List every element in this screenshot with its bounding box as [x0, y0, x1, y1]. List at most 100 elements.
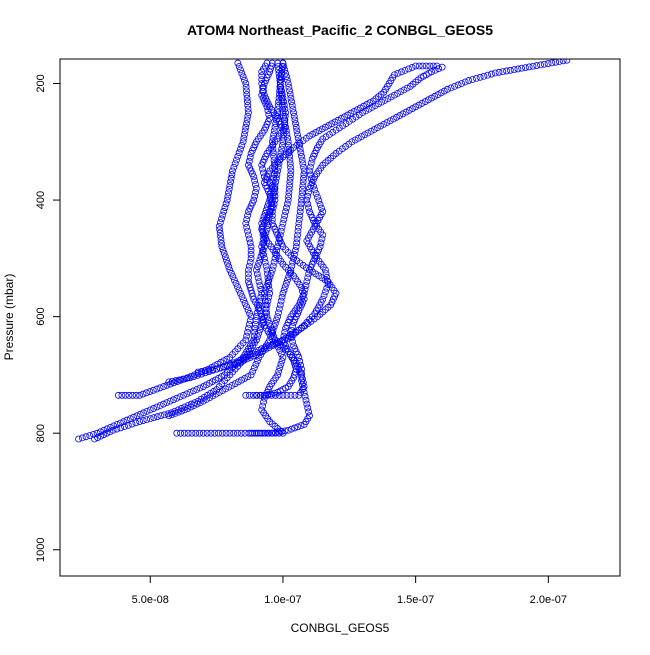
data-point	[217, 236, 225, 244]
y-tick-label: 800	[35, 424, 47, 442]
data-point	[275, 428, 283, 436]
data-point	[183, 390, 191, 398]
data-point	[123, 416, 131, 424]
data-point	[451, 82, 458, 90]
data-point	[252, 181, 259, 188]
data-point	[258, 243, 266, 251]
data-point	[170, 379, 178, 387]
series-9	[247, 62, 441, 437]
data-point	[269, 326, 277, 334]
data-point	[424, 96, 432, 104]
data-point	[250, 196, 258, 204]
data-point	[260, 254, 268, 262]
data-point	[284, 276, 291, 284]
data-point	[225, 189, 232, 197]
data-point	[277, 91, 285, 98]
data-point	[281, 328, 289, 336]
data-point	[364, 129, 372, 137]
data-point	[247, 243, 255, 251]
data-point	[283, 391, 291, 399]
data-point	[260, 251, 267, 258]
data-point	[86, 432, 94, 439]
data-point	[277, 361, 285, 368]
data-point	[120, 418, 128, 425]
data-point	[273, 247, 281, 254]
data-point	[280, 63, 288, 70]
data-point	[222, 429, 230, 437]
data-point	[183, 375, 190, 382]
data-point	[270, 185, 278, 193]
data-point	[260, 391, 268, 399]
data-point	[253, 270, 261, 278]
data-point	[278, 357, 286, 365]
data-point	[229, 273, 237, 281]
data-point	[163, 381, 171, 389]
data-point	[230, 163, 238, 171]
data-point	[242, 80, 250, 87]
data-point	[228, 171, 236, 178]
x-tick-label: 5.0e-08	[132, 594, 169, 606]
data-point	[244, 98, 251, 106]
data-point	[321, 288, 329, 296]
data-point	[286, 87, 293, 95]
data-point	[271, 123, 279, 131]
data-point	[240, 356, 248, 364]
data-point	[270, 152, 278, 160]
data-point	[283, 73, 290, 81]
data-point	[284, 80, 292, 87]
data-point	[239, 138, 247, 146]
data-point	[302, 282, 310, 289]
data-point	[283, 200, 291, 208]
data-point	[495, 68, 503, 76]
data-point	[276, 80, 284, 87]
data-point	[306, 132, 313, 140]
data-point	[401, 66, 409, 74]
data-point	[281, 112, 289, 120]
data-point	[149, 386, 157, 394]
data-point	[270, 127, 278, 135]
data-point	[244, 101, 252, 109]
data-point	[238, 293, 246, 301]
data-point	[244, 373, 252, 381]
data-point	[387, 93, 395, 101]
data-point	[279, 138, 287, 146]
data-point	[476, 73, 484, 81]
data-point	[251, 177, 259, 185]
data-point	[465, 77, 473, 84]
data-point	[295, 216, 303, 223]
data-point	[318, 235, 326, 243]
data-point	[323, 277, 331, 285]
data-point	[252, 361, 260, 368]
data-point	[399, 110, 407, 118]
data-point	[394, 69, 402, 77]
data-point	[178, 407, 185, 415]
data-point	[260, 169, 267, 177]
data-point	[256, 326, 264, 334]
data-point	[160, 400, 167, 408]
data-point	[259, 247, 266, 254]
data-point	[312, 190, 320, 197]
data-point	[358, 133, 365, 140]
data-point	[306, 167, 313, 175]
data-point	[209, 366, 217, 374]
data-point	[198, 368, 206, 375]
data-point	[216, 229, 224, 237]
data-point	[132, 391, 140, 399]
data-point	[242, 391, 250, 399]
data-point	[298, 196, 305, 204]
data-point	[97, 432, 105, 440]
data-point	[286, 152, 293, 160]
data-point	[263, 283, 271, 291]
data-point	[257, 391, 265, 399]
data-point	[383, 119, 391, 126]
data-point	[306, 208, 313, 216]
data-point	[350, 108, 358, 115]
data-point	[243, 91, 251, 98]
data-point	[235, 149, 243, 157]
data-point	[284, 196, 292, 204]
data-point	[240, 296, 247, 304]
data-point	[289, 322, 297, 330]
data-point	[157, 412, 165, 420]
